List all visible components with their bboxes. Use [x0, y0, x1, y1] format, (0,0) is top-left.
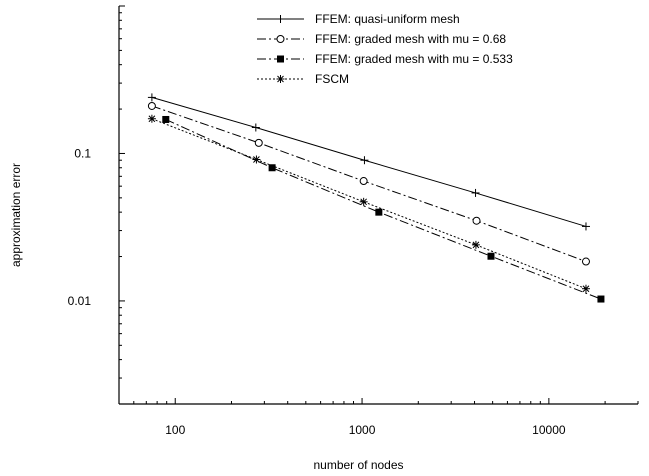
x-tick-label: 1000 [349, 423, 376, 437]
marker-circle [581, 257, 590, 266]
marker-circle [254, 138, 263, 147]
series-line [165, 119, 602, 300]
marker-d2 [148, 115, 156, 123]
series-line [151, 96, 587, 227]
x-tick-label: 10000 [532, 423, 566, 437]
marker-d2 [360, 198, 368, 206]
legend-entry: FSCM [257, 72, 349, 86]
series-4 [147, 114, 590, 293]
data-point [375, 208, 383, 216]
y-axis-label: approximation error [9, 163, 23, 267]
legend-label: FSCM [315, 72, 349, 86]
legend-label: FFEM: quasi-uniform mesh [315, 12, 460, 26]
legend-marker [277, 55, 284, 63]
marker-square [487, 252, 495, 260]
marker-d2 [277, 75, 284, 83]
data-point [359, 197, 368, 206]
legend: FFEM: quasi-uniform mesh FFEM: graded mes… [257, 12, 513, 86]
marker-square [597, 295, 605, 303]
data-point [254, 138, 263, 147]
legend-entry: FFEM: quasi-uniform mesh [257, 12, 460, 26]
series-line [151, 118, 587, 290]
legend-entry: FFEM: graded mesh with mu = 0.68 [257, 32, 506, 46]
data-point [268, 164, 276, 172]
axes: 100 1000 10000 0.01 0.1 number of nodes approx… [9, 5, 639, 472]
y-tick-label: 0.01 [68, 294, 92, 308]
marker-d2 [582, 285, 590, 293]
marker-circle [472, 216, 481, 225]
marker-square [268, 164, 276, 172]
data-point [471, 188, 480, 197]
legend-label: FFEM: graded mesh with mu = 0.68 [315, 32, 506, 46]
data-point [360, 156, 369, 165]
data-point [581, 284, 590, 293]
marker-square [277, 55, 284, 63]
y-tick-label: 0.1 [74, 146, 91, 160]
data-point [471, 240, 480, 249]
data-point [252, 155, 261, 164]
legend-entry: FFEM: graded mesh with mu = 0.533 [257, 52, 513, 66]
data-point [581, 222, 590, 231]
marker-circle [276, 35, 285, 43]
marker-square [162, 115, 170, 123]
data-point [597, 295, 605, 303]
marker-circle [147, 101, 156, 110]
legend-marker [276, 15, 285, 23]
data-point [147, 93, 156, 102]
x-axis-label: number of nodes [313, 458, 403, 472]
x-tick-label: 100 [165, 423, 185, 437]
marker-circle [359, 177, 368, 186]
marker-square [375, 208, 383, 216]
data-point [251, 123, 260, 132]
series-1 [147, 93, 590, 231]
data-point [581, 257, 590, 266]
data-point [147, 101, 156, 110]
data-point [359, 177, 368, 186]
marker-d2 [253, 156, 260, 163]
series-line [151, 105, 587, 262]
legend-marker [276, 75, 285, 83]
data-point [472, 216, 481, 225]
data-point [487, 252, 495, 260]
series-3 [162, 115, 605, 303]
series-layer [147, 93, 605, 303]
marker-d2 [472, 241, 480, 249]
data-point [147, 114, 156, 123]
legend-marker [276, 35, 285, 43]
series-2 [147, 101, 590, 266]
legend-label: FFEM: graded mesh with mu = 0.533 [315, 52, 513, 66]
data-point [162, 115, 170, 123]
